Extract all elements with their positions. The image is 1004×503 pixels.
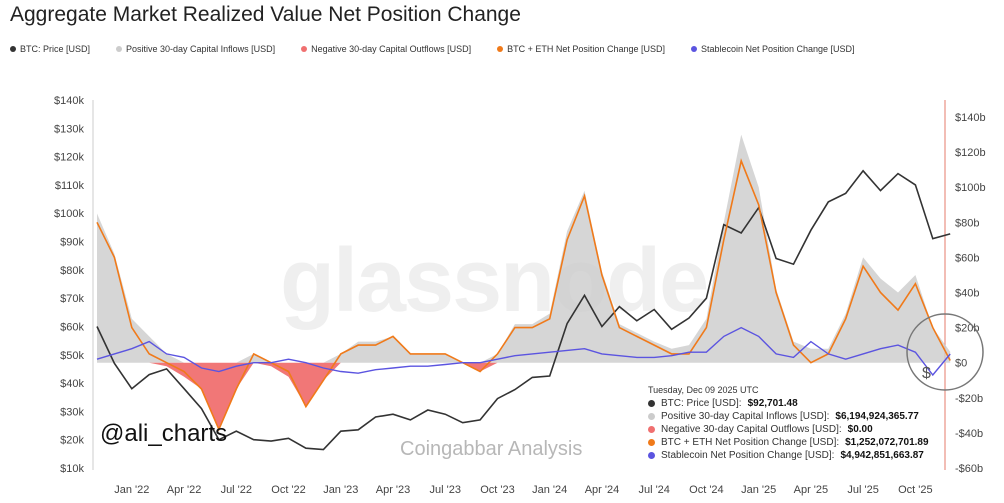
tooltip-dot-icon xyxy=(648,439,655,446)
y-right-tick-label: $140b xyxy=(955,112,986,124)
x-tick-label: Oct '25 xyxy=(898,484,933,496)
tooltip-value: $92,701.48 xyxy=(747,398,798,409)
tooltip-value: $0.00 xyxy=(847,424,873,435)
x-tick-label: Jul '24 xyxy=(638,484,669,496)
tooltip-row: BTC: Price [USD]: $92,701.48 xyxy=(648,397,929,410)
x-tick-label: Jul '25 xyxy=(847,484,878,496)
tooltip-label: BTC + ETH Net Position Change [USD]: xyxy=(661,437,840,448)
tooltip-label: Stablecoin Net Position Change [USD]: xyxy=(661,450,835,461)
y-left-tick-label: $130k xyxy=(54,123,84,135)
x-tick-label: Jul '23 xyxy=(430,484,461,496)
legend-item[interactable]: BTC: Price [USD] xyxy=(10,44,90,54)
tooltip-dot-icon xyxy=(648,452,655,459)
legend-item[interactable]: Positive 30-day Capital Inflows [USD] xyxy=(116,44,275,54)
tooltip-label: BTC: Price [USD]: xyxy=(661,398,742,409)
legend-label: Positive 30-day Capital Inflows [USD] xyxy=(126,44,276,54)
x-tick-label: Oct '22 xyxy=(271,484,306,496)
tooltip: Tuesday, Dec 09 2025 UTC BTC: Price [USD]… xyxy=(648,384,929,462)
dollar-icon: $ xyxy=(922,365,931,382)
y-right-tick-label: $60b xyxy=(955,252,979,264)
legend-dot-icon xyxy=(116,46,123,52)
x-tick-label: Apr '25 xyxy=(794,484,829,496)
source-watermark: Coingabbar Analysis xyxy=(400,438,583,460)
chart-title: Aggregate Market Realized Value Net Posi… xyxy=(10,3,521,26)
legend-dot-icon xyxy=(301,46,308,52)
legend-label: Stablecoin Net Position Change [USD] xyxy=(700,44,855,54)
y-left-tick-label: $70k xyxy=(60,293,84,305)
x-tick-label: Jan '22 xyxy=(114,484,149,496)
legend-label: BTC + ETH Net Position Change [USD] xyxy=(507,44,665,54)
tooltip-row: BTC + ETH Net Position Change [USD]: $1,2… xyxy=(648,436,929,449)
y-left-tick-label: $40k xyxy=(60,378,84,390)
tooltip-date: Tuesday, Dec 09 2025 UTC xyxy=(648,385,759,395)
tooltip-value: $4,942,851,663.87 xyxy=(840,450,924,461)
btc-price-line xyxy=(96,169,951,451)
x-tick-label: Oct '23 xyxy=(480,484,515,496)
y-right-tick-label: $0 xyxy=(955,358,967,370)
y-left-tick-label: $60k xyxy=(60,321,84,333)
tooltip-dot-icon xyxy=(648,426,655,433)
legend-item[interactable]: Negative 30-day Capital Outflows [USD] xyxy=(301,44,471,54)
legend-item[interactable]: BTC + ETH Net Position Change [USD] xyxy=(497,44,665,54)
y-right-tick-label: $80b xyxy=(955,217,979,229)
legend-label: Negative 30-day Capital Outflows [USD] xyxy=(311,44,472,54)
y-right-tick-label: -$60b xyxy=(955,463,983,475)
y-left-tick-label: $20k xyxy=(60,435,84,447)
y-right-tick-label: $40b xyxy=(955,288,979,300)
legend-dot-icon xyxy=(497,46,504,52)
x-tick-label: Jan '25 xyxy=(741,484,776,496)
tooltip-dot-icon xyxy=(648,400,655,407)
glassnode-watermark: glassnode xyxy=(280,231,709,331)
tooltip-row: Positive 30-day Capital Inflows [USD]: $6… xyxy=(648,410,929,423)
tooltip-row: Stablecoin Net Position Change [USD]: $4,… xyxy=(648,449,929,462)
x-tick-label: Oct '24 xyxy=(689,484,724,496)
y-left-tick-label: $90k xyxy=(60,237,84,249)
legend: BTC: Price [USD] Positive 30-day Capital … xyxy=(10,44,855,54)
x-tick-label: Apr '23 xyxy=(376,484,411,496)
y-left-tick-label: $10k xyxy=(60,463,84,475)
x-tick-label: Jan '24 xyxy=(532,484,567,496)
x-tick-label: Jan '23 xyxy=(323,484,358,496)
y-right-tick-label: -$20b xyxy=(955,393,983,405)
y-left-tick-label: $120k xyxy=(54,152,84,164)
x-tick-label: Apr '24 xyxy=(585,484,620,496)
y-left-tick-label: $80k xyxy=(60,265,84,277)
y-right-tick-label: $120b xyxy=(955,147,986,159)
highlight-circle xyxy=(906,313,984,391)
x-tick-label: Jul '22 xyxy=(221,484,252,496)
x-tick-label: Apr '22 xyxy=(167,484,202,496)
tooltip-value: $6,194,924,365.77 xyxy=(835,411,919,422)
legend-dot-icon xyxy=(690,46,697,52)
y-left-tick-label: $50k xyxy=(60,350,84,362)
tooltip-dot-icon xyxy=(648,413,655,420)
btc-eth-net-position-line xyxy=(96,158,951,432)
y-left-tick-label: $110k xyxy=(55,180,85,192)
y-right-tick-label: $100b xyxy=(955,182,986,194)
y-left-tick-label: $100k xyxy=(54,208,84,220)
y-left-tick-label: $140k xyxy=(54,95,84,107)
tooltip-row: Negative 30-day Capital Outflows [USD]: $… xyxy=(648,423,929,436)
author-handle: @ali_charts xyxy=(100,420,228,447)
tooltip-value: $1,252,072,701.89 xyxy=(845,437,929,448)
outflows-area xyxy=(97,362,951,430)
inflows-area xyxy=(97,134,951,363)
legend-item[interactable]: Stablecoin Net Position Change [USD] xyxy=(690,44,855,54)
legend-dot-icon xyxy=(10,46,16,52)
stablecoin-net-position-line xyxy=(96,326,951,377)
legend-label: BTC: Price [USD] xyxy=(20,44,91,54)
tooltip-label: Negative 30-day Capital Outflows [USD]: xyxy=(661,424,842,435)
tooltip-label: Positive 30-day Capital Inflows [USD]: xyxy=(661,411,830,422)
y-right-tick-label: -$40b xyxy=(955,428,983,440)
y-left-tick-label: $30k xyxy=(60,406,84,418)
